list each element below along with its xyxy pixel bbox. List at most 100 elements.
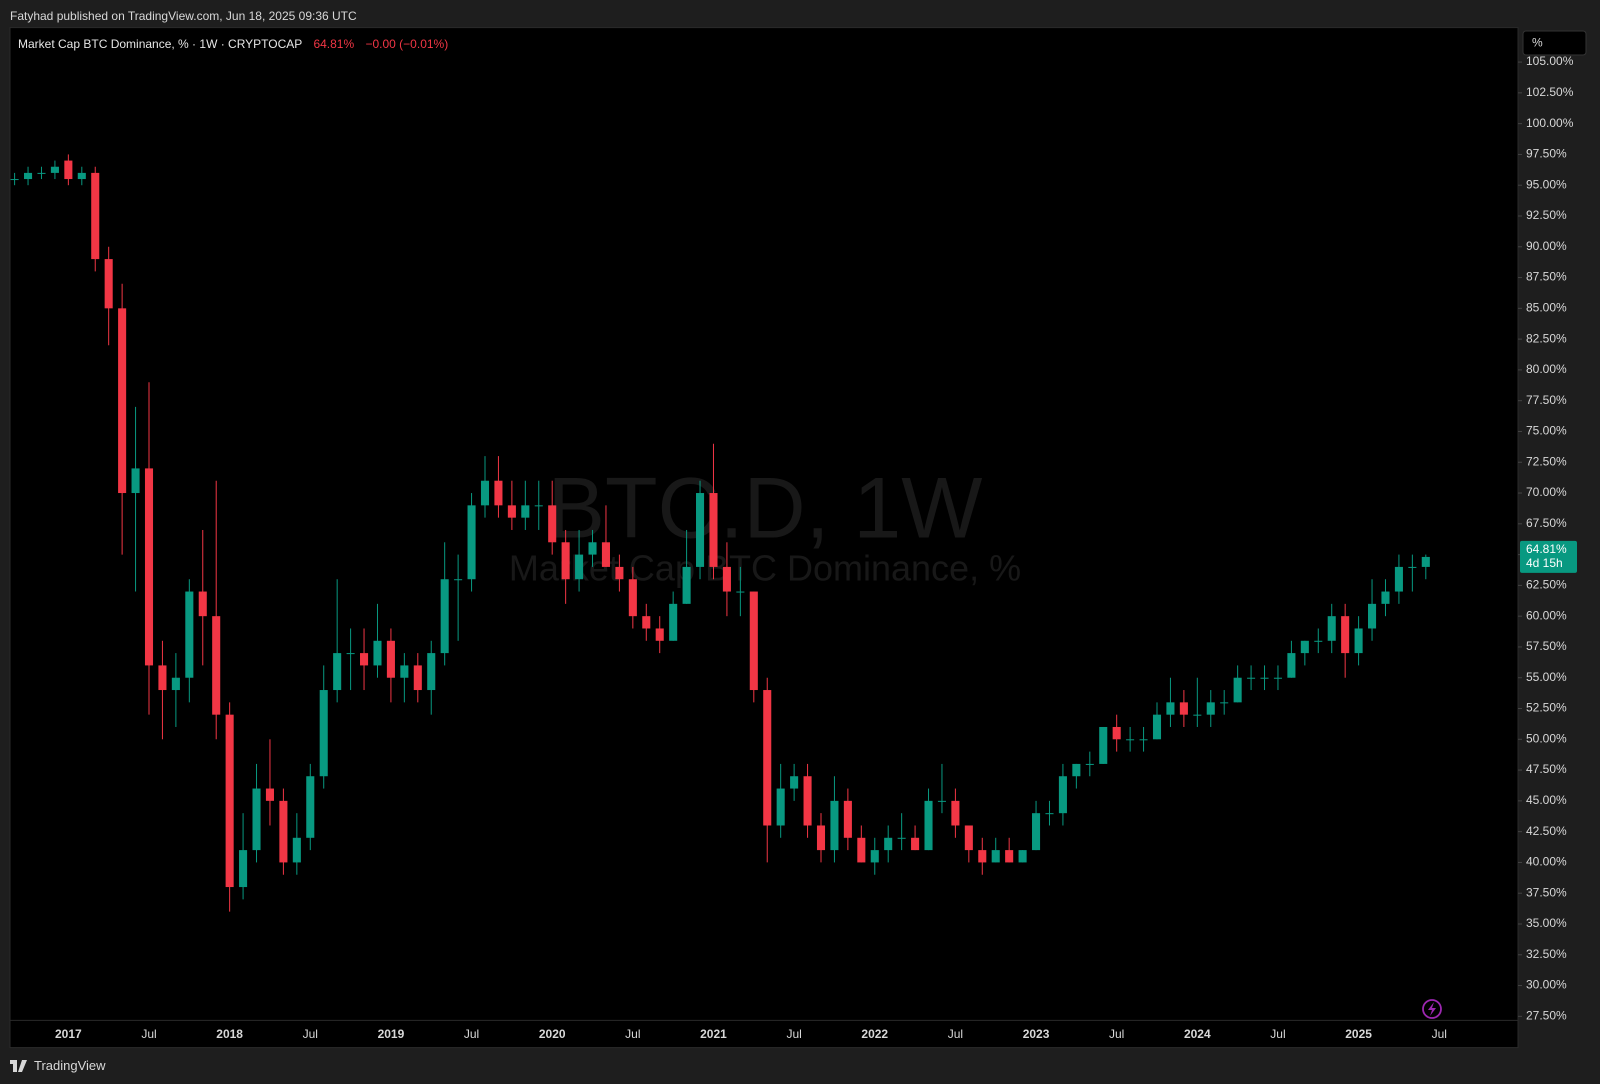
- candle-body: [669, 603, 678, 641]
- candle-body: [360, 653, 369, 666]
- x-tick-label: 2020: [539, 1027, 566, 1041]
- x-tick-label: 2018: [216, 1027, 243, 1041]
- marks: 27.50% 30.00% 32.50% 35.00% 37.50% 40.00% 42.5…: [10, 54, 1574, 1041]
- candle-body: [386, 640, 395, 678]
- y-tick-label: 52.50%: [1526, 701, 1567, 715]
- y-tick-label: 32.50%: [1526, 947, 1567, 961]
- candle-body: [306, 776, 315, 838]
- candle-body: [857, 837, 866, 863]
- y-tick-label: 90.00%: [1526, 239, 1567, 253]
- bar-countdown: 4d 15h: [1526, 556, 1563, 570]
- candle-body: [346, 653, 355, 655]
- candle-body: [185, 591, 194, 678]
- candle-body: [1166, 702, 1175, 715]
- x-tick-label: Jul: [141, 1027, 156, 1041]
- chart-pane: [9, 27, 1519, 1049]
- price-change: −0.00 (−0.01%): [365, 37, 449, 51]
- candle-body: [279, 800, 288, 863]
- candle-body: [1394, 566, 1403, 592]
- candle-body: [1260, 677, 1269, 679]
- candle-body: [682, 566, 691, 604]
- y-tick-label: 67.50%: [1526, 516, 1567, 530]
- candle-body: [897, 837, 906, 839]
- candle-body: [1193, 714, 1202, 716]
- candle-body: [991, 850, 1000, 863]
- candle-body: [480, 480, 490, 506]
- candle-body: [1099, 726, 1108, 764]
- candle-body: [1314, 640, 1323, 642]
- candle-body: [911, 837, 920, 851]
- candle-body: [1139, 739, 1148, 741]
- candle-body: [319, 690, 328, 777]
- watermark: BTC.D, 1W: [548, 461, 983, 557]
- candle-body: [1220, 702, 1229, 704]
- candle-body: [1072, 763, 1081, 777]
- candle-body: [10, 179, 19, 181]
- candle-body: [91, 172, 100, 260]
- candle-body: [736, 591, 745, 593]
- publish-info: Fatyhad published on TradingView.com, Ju…: [10, 9, 357, 23]
- candle-body: [709, 493, 718, 567]
- candle-body: [171, 677, 180, 691]
- y-tick-label: 30.00%: [1526, 978, 1567, 992]
- candle-body: [1287, 653, 1296, 678]
- x-tick-label: 2019: [378, 1027, 405, 1041]
- x-tick-label: Jul: [303, 1027, 318, 1041]
- candle-body: [655, 628, 664, 641]
- candle-body: [64, 160, 73, 180]
- candle-body: [467, 505, 476, 580]
- candle-body: [964, 825, 973, 851]
- y-tick-label: 92.50%: [1526, 208, 1567, 222]
- candle-body: [776, 788, 785, 826]
- y-tick-label: 75.00%: [1526, 424, 1567, 438]
- candle-body: [548, 505, 557, 543]
- y-tick-label: 42.50%: [1526, 824, 1567, 838]
- candle-body: [131, 468, 140, 494]
- candle-body: [292, 837, 301, 863]
- candle-body: [521, 505, 530, 518]
- x-tick-label: 2022: [861, 1027, 888, 1041]
- candle-body: [1206, 702, 1215, 715]
- last-price: 64.81%: [313, 37, 355, 51]
- candle-body: [749, 591, 758, 691]
- x-tick-label: Jul: [1432, 1027, 1447, 1041]
- candle-body: [978, 850, 987, 863]
- candle-body: [843, 800, 852, 838]
- y-tick-label: 97.50%: [1526, 147, 1567, 161]
- candle-body: [24, 172, 33, 180]
- candle-body: [951, 800, 960, 826]
- scale-mode-button[interactable]: [1522, 30, 1587, 56]
- candle-body: [642, 616, 651, 629]
- candle-body: [507, 505, 516, 518]
- x-tick-label: Jul: [1109, 1027, 1124, 1041]
- y-tick-label: 47.50%: [1526, 762, 1567, 776]
- candle-body: [413, 665, 422, 691]
- candle-body: [1126, 739, 1135, 741]
- candle-body: [628, 579, 637, 617]
- candle-body: [924, 800, 933, 851]
- candle-body: [1152, 714, 1162, 740]
- y-tick-label: 80.00%: [1526, 362, 1567, 376]
- x-tick-label: 2017: [55, 1027, 82, 1041]
- candle-body: [1032, 813, 1041, 851]
- candle-body: [601, 542, 610, 567]
- candle-body: [1354, 628, 1363, 654]
- y-tick-label: 60.00%: [1526, 608, 1567, 622]
- candle-body: [870, 850, 879, 863]
- candle-body: [104, 259, 113, 309]
- alert-icon[interactable]: [1422, 999, 1442, 1019]
- candle-body: [50, 166, 59, 173]
- candle-body: [1018, 850, 1027, 863]
- y-tick-label: 102.50%: [1526, 85, 1574, 99]
- y-tick-label: 35.00%: [1526, 916, 1567, 930]
- x-tick-label: Jul: [948, 1027, 963, 1041]
- y-tick-label: 27.50%: [1526, 1009, 1567, 1023]
- brand-logo: [10, 1059, 27, 1072]
- last-price-tag-label: 64.81%: [1526, 542, 1567, 556]
- candle-body: [1179, 702, 1188, 715]
- candle-body: [37, 172, 46, 174]
- y-tick-label: 62.50%: [1526, 578, 1567, 592]
- candle-body: [1408, 566, 1417, 568]
- candle-body: [790, 776, 799, 789]
